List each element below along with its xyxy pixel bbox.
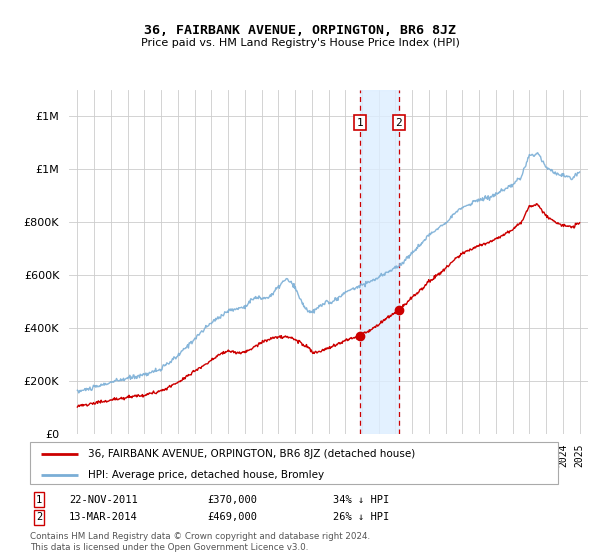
Bar <box>361 90 399 434</box>
Text: 1: 1 <box>36 494 42 505</box>
Text: 26% ↓ HPI: 26% ↓ HPI <box>333 512 389 522</box>
Text: 36, FAIRBANK AVENUE, ORPINGTON, BR6 8JZ: 36, FAIRBANK AVENUE, ORPINGTON, BR6 8JZ <box>144 24 456 36</box>
Text: 34% ↓ HPI: 34% ↓ HPI <box>333 494 389 505</box>
Text: Contains HM Land Registry data © Crown copyright and database right 2024.: Contains HM Land Registry data © Crown c… <box>30 532 370 541</box>
Text: HPI: Average price, detached house, Bromley: HPI: Average price, detached house, Brom… <box>88 470 324 480</box>
Text: 1: 1 <box>357 118 364 128</box>
Text: £370,000: £370,000 <box>207 494 257 505</box>
Text: 22-NOV-2011: 22-NOV-2011 <box>69 494 138 505</box>
Text: £469,000: £469,000 <box>207 512 257 522</box>
Text: Price paid vs. HM Land Registry's House Price Index (HPI): Price paid vs. HM Land Registry's House … <box>140 38 460 48</box>
FancyBboxPatch shape <box>30 442 558 484</box>
Text: 2: 2 <box>36 512 42 522</box>
Text: 13-MAR-2014: 13-MAR-2014 <box>69 512 138 522</box>
Text: 2: 2 <box>395 118 402 128</box>
Text: This data is licensed under the Open Government Licence v3.0.: This data is licensed under the Open Gov… <box>30 543 308 552</box>
Text: 36, FAIRBANK AVENUE, ORPINGTON, BR6 8JZ (detached house): 36, FAIRBANK AVENUE, ORPINGTON, BR6 8JZ … <box>88 449 415 459</box>
